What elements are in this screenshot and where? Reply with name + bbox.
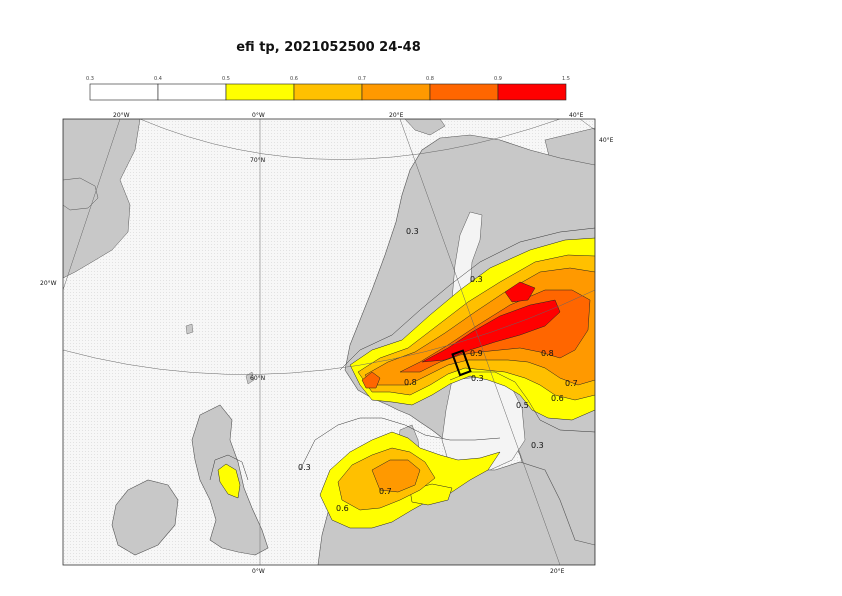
grid-label-0-top: 0°W: [252, 112, 265, 119]
colorbar-tick-label: 1.5: [562, 76, 570, 82]
lat-70-line: [139, 119, 561, 160]
grid-label-40e-top: 40°E: [569, 112, 584, 119]
colorbar-legend: 0.3 0.4 0.5 0.6 0.7 0.8 0.9 1.5: [86, 76, 570, 101]
contour-label: 0.3: [471, 374, 484, 383]
colorbar-tick-label: 0.7: [358, 76, 366, 82]
shetland-land: [245, 371, 255, 385]
target-box: [451, 349, 472, 377]
grid-label-20e-top: 20°E: [389, 112, 404, 119]
contour-label: 0.9: [470, 349, 483, 358]
contour-label: 0.6: [551, 394, 564, 403]
colorbar-bin: [497, 83, 567, 101]
contour-label: 0.3: [406, 227, 419, 236]
grid-label-40e-right: 40°E: [599, 137, 614, 144]
contour-label: 0.3: [298, 463, 311, 472]
lon-e20-line: [399, 119, 561, 565]
contour-label: 0.6: [336, 504, 349, 513]
grid-label-70n: 70°N: [250, 157, 265, 164]
grid-label-0-bottom: 0°W: [252, 568, 265, 575]
grid-label-20w-top: 20°W: [113, 112, 130, 119]
faroe-land: [185, 323, 194, 335]
lat-60-line: [63, 289, 595, 375]
contour-label: 0.3: [531, 441, 544, 450]
grid-label-60n: 60°N: [250, 375, 265, 382]
lon-w20-line: [63, 119, 121, 291]
svalbard-land: [404, 119, 446, 136]
contour-label: 0.7: [379, 487, 392, 496]
contour-label: 0.8: [541, 349, 554, 358]
colorbar-tick-label: 0.4: [154, 76, 162, 82]
colorbar-tick-label: 0.9: [494, 76, 502, 82]
graticule: [63, 119, 595, 565]
colorbar-bins: [89, 83, 567, 101]
grid-label-20e-bottom: 20°E: [550, 568, 565, 575]
contour-label: 0.5: [516, 401, 529, 410]
colorbar-tick-label: 0.5: [222, 76, 230, 82]
iceland-land: [63, 177, 99, 211]
greenland-land: [63, 119, 141, 279]
ireland-land: [111, 479, 179, 556]
lon-e40-line: [579, 119, 595, 131]
contour-label: 0.7: [565, 379, 578, 388]
grid-label-20w-left: 20°W: [40, 280, 57, 287]
colorbar-ticks: 0.3 0.4 0.5 0.6 0.7 0.8 0.9 1.5: [86, 76, 570, 82]
map-frame: [62, 118, 596, 566]
colorbar-tick-label: 0.6: [290, 76, 298, 82]
colorbar-tick-label: 0.3: [86, 76, 94, 82]
colorbar-tick-label: 0.8: [426, 76, 434, 82]
contour-label: 0.3: [470, 275, 483, 284]
efi-contours: [209, 227, 595, 481]
contour-label: 0.8: [404, 378, 417, 387]
map-title: efi tp, 2021052500 24-48: [236, 40, 421, 55]
